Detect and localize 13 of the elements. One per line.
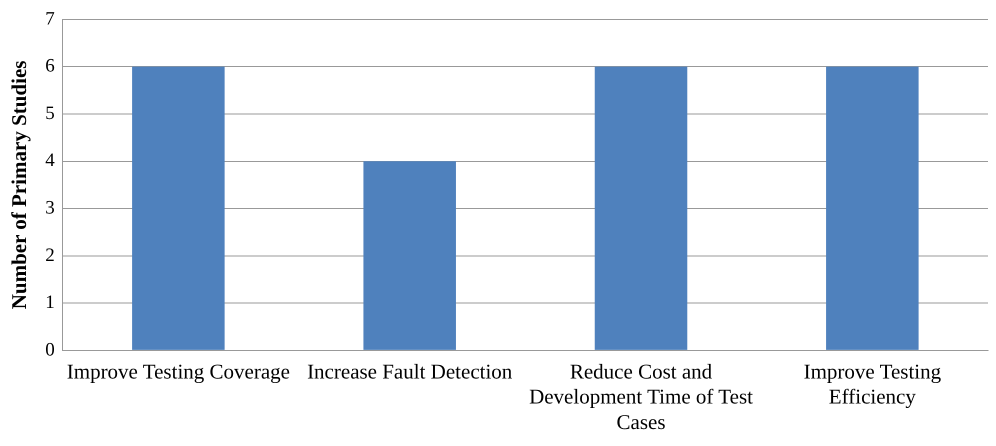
x-tick-label: Reduce Cost and Development Time of Test Cases: [529, 360, 754, 434]
y-tick-label: 3: [45, 198, 55, 219]
y-tick-label: 1: [45, 292, 55, 314]
y-tick-label: 4: [45, 150, 56, 172]
x-tick-label: Increase Fault Detection: [307, 360, 513, 384]
y-tick-label: 7: [45, 8, 55, 30]
y-tick-label: 6: [45, 56, 55, 77]
x-tick-label: Improve Testing Efficiency: [804, 360, 942, 409]
y-tick-label: 0: [45, 339, 55, 360]
x-tick-label: Improve Testing Coverage: [66, 360, 290, 384]
y-tick-label: 2: [45, 244, 55, 266]
y-axis-title: Number of Primary Studies: [7, 60, 32, 310]
y-tick-label: 5: [45, 102, 55, 124]
